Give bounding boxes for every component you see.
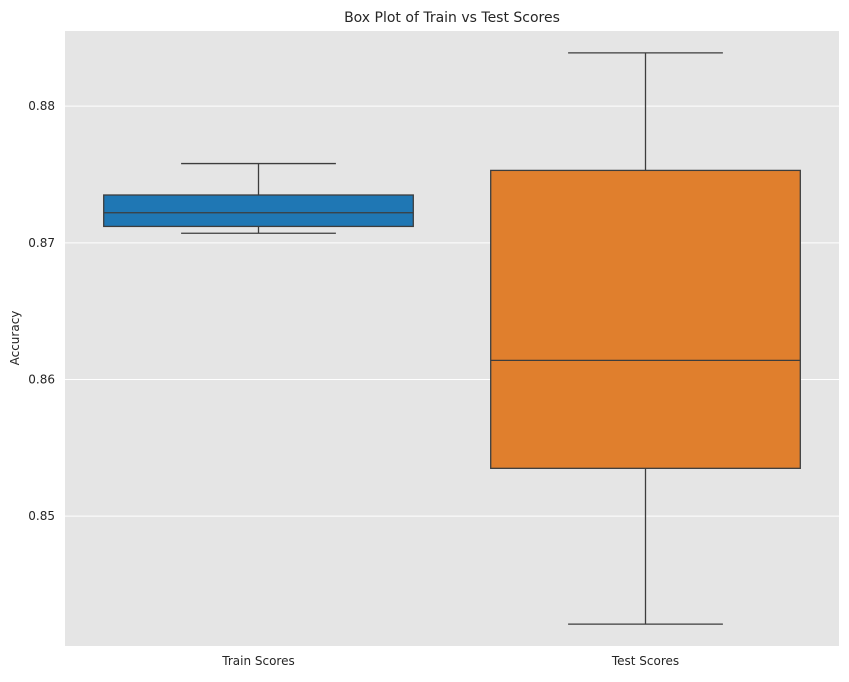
y-tick-label: 0.85	[28, 509, 55, 523]
y-tick-label: 0.86	[28, 373, 55, 387]
x-tick-labels: Train Scores Test Scores	[221, 654, 679, 668]
box-body	[490, 169, 801, 469]
box-body	[103, 194, 414, 228]
y-tick-label: 0.87	[28, 236, 55, 250]
y-tick-label: 0.88	[28, 99, 55, 113]
box-2	[490, 52, 801, 625]
x-tick-label: Train Scores	[221, 654, 294, 668]
x-tick-label: Test Scores	[611, 654, 679, 668]
box-series	[103, 52, 801, 625]
y-axis-label: Accuracy	[8, 311, 22, 366]
box-1	[103, 162, 414, 234]
chart-title: Box Plot of Train vs Test Scores	[344, 10, 560, 26]
y-tick-labels: 0.85 0.86 0.87 0.88	[28, 99, 55, 523]
